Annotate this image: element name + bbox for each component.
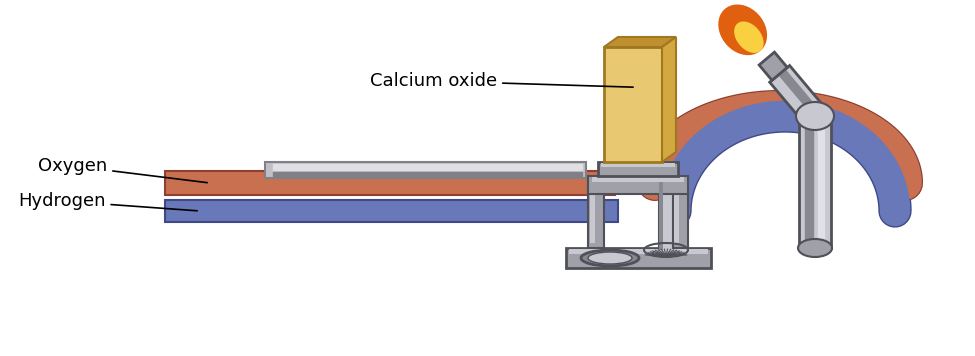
Bar [566, 248, 711, 268]
Text: Calcium oxide: Calcium oxide [370, 72, 633, 90]
Bar [659, 163, 673, 250]
Polygon shape [779, 69, 820, 116]
Bar [592, 177, 684, 182]
Text: Hydrogen: Hydrogen [18, 192, 197, 211]
Polygon shape [265, 162, 586, 178]
Bar [674, 183, 679, 243]
Ellipse shape [588, 252, 632, 264]
Polygon shape [734, 21, 763, 53]
Bar [588, 176, 688, 194]
Bar [598, 162, 678, 176]
Polygon shape [165, 200, 618, 222]
Bar [604, 47, 662, 162]
Ellipse shape [796, 102, 834, 130]
Polygon shape [165, 171, 615, 195]
Bar [601, 163, 675, 167]
Bar [590, 183, 595, 243]
Polygon shape [719, 5, 767, 55]
Bar [588, 178, 604, 248]
Polygon shape [662, 37, 676, 162]
Text: Oxygen: Oxygen [38, 157, 208, 183]
Ellipse shape [581, 250, 639, 266]
Polygon shape [799, 116, 831, 248]
Ellipse shape [798, 239, 832, 257]
Polygon shape [760, 52, 787, 80]
Bar [672, 178, 688, 248]
Polygon shape [805, 121, 813, 243]
Bar [569, 249, 708, 254]
Polygon shape [604, 37, 676, 47]
Polygon shape [818, 121, 824, 243]
Polygon shape [273, 164, 582, 170]
Polygon shape [273, 172, 582, 176]
Polygon shape [769, 66, 825, 124]
Bar [659, 163, 663, 250]
